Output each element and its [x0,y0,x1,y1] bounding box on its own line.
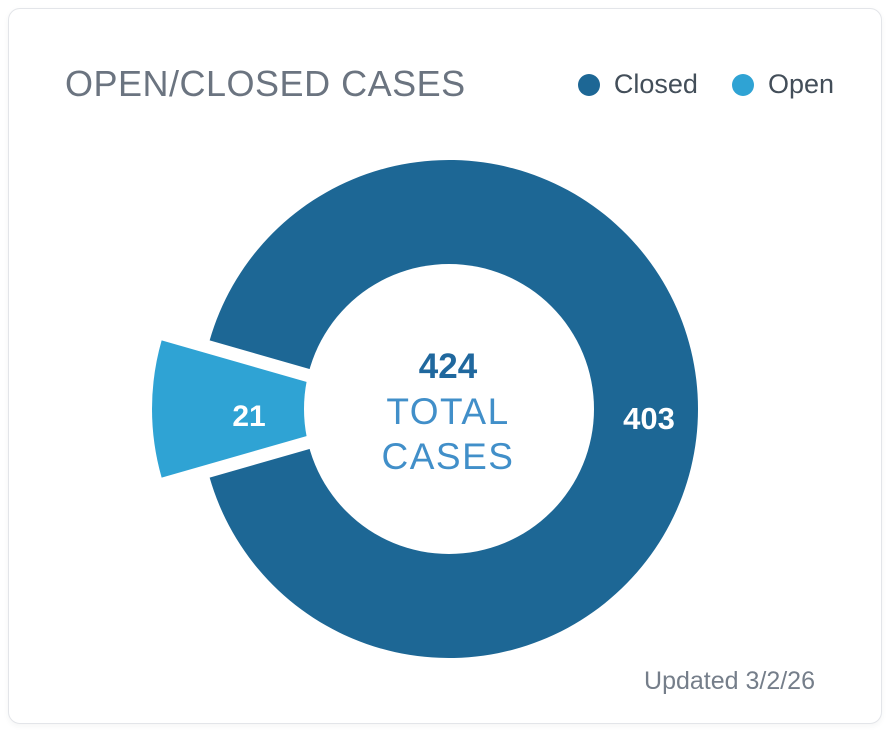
donut-hole [304,264,594,554]
updated-timestamp: Updated 3/2/26 [644,667,815,696]
donut-chart [9,9,890,741]
open-closed-cases-card: OPEN/CLOSED CASES Closed Open 403 21 424… [8,8,882,724]
